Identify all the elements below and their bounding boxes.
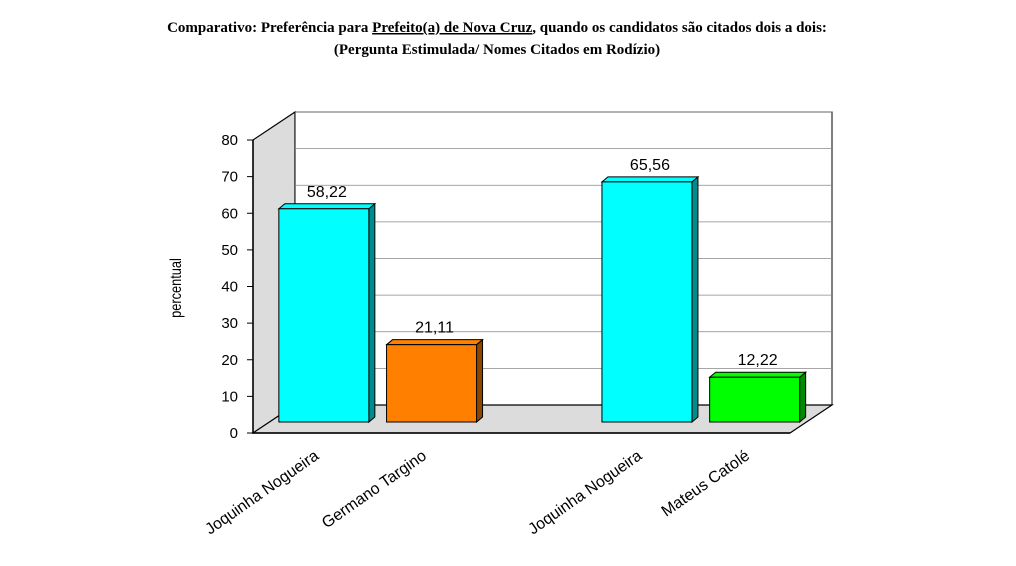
bar-top xyxy=(277,203,377,210)
title-part: Prefeito(a) de Nova Cruz xyxy=(372,20,532,36)
bar-side-shade xyxy=(368,203,375,422)
bar-top xyxy=(708,371,808,378)
y-tick-label: 20 xyxy=(221,352,238,369)
y-tick-label: 80 xyxy=(221,132,238,149)
chart-subtitle: (Pergunta Estimulada/ Nomes Citados em R… xyxy=(334,42,660,58)
bar xyxy=(386,344,478,423)
bar-side-shade xyxy=(691,176,698,422)
bar-side-shade xyxy=(799,372,806,422)
bar xyxy=(709,376,801,423)
y-tick-label: 60 xyxy=(221,205,238,222)
x-tick-label: Germano Targino xyxy=(319,447,430,532)
y-axis-label: percentual xyxy=(168,258,186,318)
bar-side-shade xyxy=(476,339,483,422)
bar xyxy=(278,208,370,423)
y-tick-label: 70 xyxy=(221,169,238,186)
chart-title: Comparativo: Preferência para Prefeito(a… xyxy=(167,20,827,36)
y-tick-label: 40 xyxy=(221,279,238,296)
value-label: 58,22 xyxy=(307,184,347,201)
y-tick-label: 10 xyxy=(221,388,238,405)
x-tick-label: Joquinha Nogueira xyxy=(525,447,645,538)
value-label: 21,11 xyxy=(415,320,454,337)
bar xyxy=(601,181,693,423)
y-tick-label: 30 xyxy=(221,315,238,332)
bar-top xyxy=(600,176,700,183)
bar-top xyxy=(385,339,484,346)
value-label: 65,56 xyxy=(630,157,670,174)
title-part: Comparativo: Preferência para xyxy=(167,20,372,36)
x-tick-label: Mateus Catolé xyxy=(659,447,753,520)
y-tick-label: 50 xyxy=(221,242,238,259)
value-label: 12,22 xyxy=(738,352,778,369)
x-tick-label: Joquinha Nogueira xyxy=(202,447,322,538)
title-part: , quando os candidatos são citados dois … xyxy=(532,20,827,36)
y-tick-label: 0 xyxy=(230,425,238,442)
